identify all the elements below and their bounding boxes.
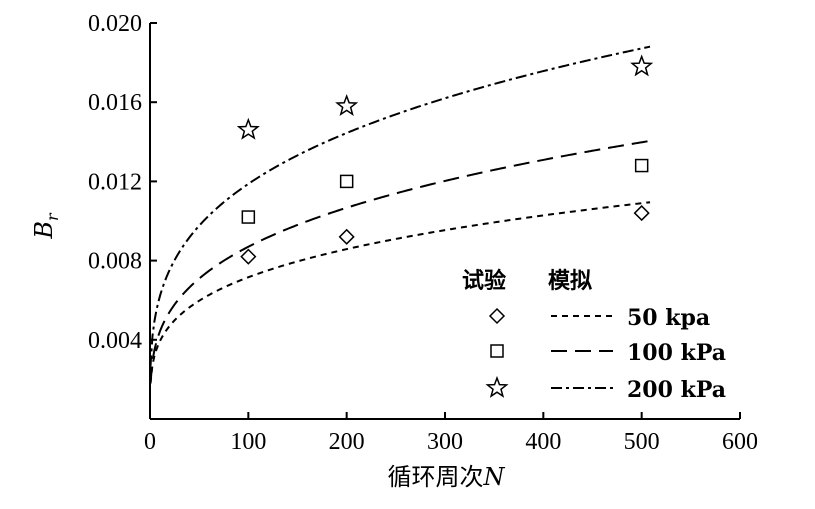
x-tick-label: 400 <box>525 429 561 455</box>
x-tick-label: 200 <box>329 429 365 455</box>
legend: 试验 模拟 50 kpa 100 kPa 200 kPa <box>462 268 726 403</box>
data-points <box>236 54 654 265</box>
fit-curve-diamond <box>149 201 651 384</box>
legend-label: 100 kPa <box>627 340 726 366</box>
fit-curve-square <box>149 139 651 383</box>
svg-text:Br: Br <box>30 212 62 240</box>
x-tick-label: 500 <box>624 429 660 455</box>
x-tick-label: 300 <box>427 429 463 455</box>
y-tick-label: 0.012 <box>88 169 142 195</box>
legend-marker-star <box>485 375 509 398</box>
y-tick-label: 0.016 <box>88 90 142 116</box>
data-point-square <box>241 210 256 224</box>
data-point-diamond <box>633 205 650 222</box>
y-axis-title-sub: r <box>43 212 62 221</box>
x-tick-label: 600 <box>722 429 758 455</box>
fit-curve-star <box>149 45 651 367</box>
fit-curves <box>149 45 651 384</box>
data-point-diamond <box>338 228 355 245</box>
y-tick-label: 0.008 <box>88 249 142 275</box>
x-tick-label: 0 <box>144 429 156 455</box>
legend-header-sim: 模拟 <box>548 268 592 294</box>
data-point-star <box>335 94 359 116</box>
legend-label: 50 kpa <box>627 305 710 331</box>
legend-header-test: 试验 <box>462 268 506 294</box>
data-point-star <box>236 117 260 140</box>
ticks: 0 100 200 300 400 500 600 0.004 0.008 0.012 0.016 0… <box>88 11 758 455</box>
y-axis-title-main: B <box>30 221 58 240</box>
data-point-diamond <box>240 248 257 265</box>
y-tick-label: 0.004 <box>88 328 142 354</box>
legend-marker-square <box>490 344 504 358</box>
data-point-star <box>630 54 654 77</box>
data-point-square <box>634 158 649 173</box>
data-point-square <box>339 174 354 189</box>
legend-items: 50 kpa 100 kPa 200 kPa <box>485 305 726 403</box>
x-tick-label: 100 <box>230 429 266 455</box>
y-tick-label: 0.020 <box>88 11 142 37</box>
legend-marker-diamond <box>488 307 506 325</box>
x-axis-title: 循环周次N <box>388 463 506 491</box>
legend-label: 200 kPa <box>627 377 726 403</box>
y-axis-title: Br <box>30 212 62 240</box>
